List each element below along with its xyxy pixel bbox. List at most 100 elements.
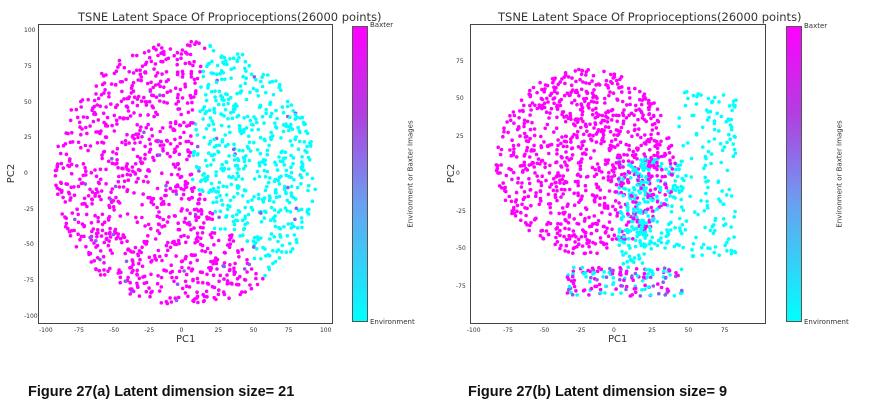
- scatter-point: [597, 165, 601, 170]
- scatter-point: [165, 180, 170, 185]
- scatter-point: [144, 103, 149, 107]
- scatter-point: [69, 162, 74, 167]
- scatter-point: [655, 267, 660, 272]
- scatter-point: [496, 145, 500, 150]
- scatter-point: [705, 199, 709, 204]
- scatter-point: [158, 143, 163, 148]
- scatter-point: [160, 126, 165, 130]
- scatter-point: [673, 225, 677, 230]
- scatter-point: [565, 291, 570, 295]
- scatter-point: [223, 133, 227, 137]
- scatter-point: [139, 78, 143, 83]
- scatter-point: [551, 188, 556, 193]
- scatter-point: [222, 264, 226, 269]
- scatter-point: [231, 147, 236, 152]
- scatter-point: [306, 188, 310, 193]
- scatter-point: [254, 276, 258, 281]
- scatter-point: [68, 198, 72, 202]
- scatter-point: [298, 173, 303, 178]
- scatter-point: [583, 231, 588, 235]
- scatter-point: [271, 248, 275, 253]
- scatter-point: [175, 62, 179, 67]
- scatter-point: [268, 237, 272, 241]
- scatter-point: [607, 220, 612, 224]
- scatter-point: [636, 253, 641, 258]
- scatter-point: [70, 140, 75, 144]
- scatter-point: [602, 242, 606, 247]
- scatter-point: [108, 266, 112, 271]
- scatter-point: [691, 242, 696, 246]
- scatter-point: [568, 111, 572, 116]
- scatter-point: [219, 123, 224, 128]
- scatter-point: [215, 63, 220, 68]
- scatter-point: [209, 153, 214, 157]
- scatter-point: [99, 93, 104, 97]
- scatter-point: [561, 174, 565, 178]
- scatter-point: [157, 210, 161, 214]
- scatter-point: [648, 188, 653, 193]
- scatter-point: [559, 243, 563, 248]
- scatter-point: [159, 139, 164, 144]
- scatter-point: [594, 132, 599, 136]
- scatter-point: [197, 201, 201, 206]
- scatter-point: [647, 268, 652, 272]
- scatter-point: [238, 84, 243, 88]
- scatter-point: [66, 163, 70, 168]
- scatter-point: [716, 180, 720, 185]
- scatter-point: [642, 92, 647, 96]
- scatter-point: [627, 90, 632, 95]
- scatter-point: [247, 262, 252, 267]
- scatter-point: [207, 266, 211, 270]
- scatter-point: [532, 133, 537, 138]
- scatter-point: [109, 190, 113, 195]
- scatter-point: [204, 127, 209, 131]
- scatter-point: [155, 71, 160, 75]
- scatter-point: [210, 217, 215, 222]
- scatter-point: [564, 114, 569, 118]
- scatter-point: [153, 83, 158, 87]
- scatter-point: [284, 173, 289, 177]
- scatter-point: [610, 175, 614, 179]
- scatter-point: [594, 182, 599, 186]
- scatter-point: [624, 269, 629, 274]
- scatter-point: [274, 108, 278, 113]
- scatter-point: [104, 182, 108, 186]
- scatter-point: [196, 280, 200, 285]
- scatter-point: [696, 212, 700, 217]
- scatter-point: [243, 205, 247, 210]
- scatter-point: [677, 216, 682, 221]
- y-tick-label: 75: [24, 62, 32, 70]
- scatter-point: [707, 115, 711, 120]
- scatter-point: [635, 183, 639, 187]
- scatter-point: [593, 122, 598, 127]
- scatter-point: [193, 81, 197, 85]
- scatter-point: [556, 143, 560, 148]
- scatter-point: [622, 235, 626, 239]
- scatter-point: [668, 228, 673, 232]
- scatter-point: [503, 188, 507, 193]
- scatter-point: [199, 212, 204, 216]
- scatter-point: [61, 195, 65, 200]
- scatter-point: [617, 201, 621, 205]
- scatter-point: [589, 224, 594, 228]
- scatter-point: [96, 231, 100, 235]
- scatter-point: [618, 266, 622, 270]
- scatter-point: [704, 191, 708, 196]
- scatter-point: [223, 227, 227, 231]
- scatter-point: [545, 83, 550, 88]
- scatter-point: [587, 133, 591, 138]
- scatter-point: [520, 163, 524, 168]
- scatter-point: [675, 185, 680, 190]
- scatter-point: [668, 161, 673, 166]
- scatter-point: [180, 48, 185, 52]
- scatter-point: [189, 227, 193, 232]
- scatter-point: [259, 236, 263, 240]
- scatter-point: [523, 152, 527, 157]
- scatter-point: [217, 180, 222, 185]
- scatter-point: [663, 246, 667, 250]
- scatter-point: [85, 115, 89, 120]
- scatter-point: [177, 167, 181, 171]
- scatter-point: [135, 53, 139, 58]
- scatter-point: [160, 51, 164, 55]
- y-tick-label: -75: [24, 277, 34, 285]
